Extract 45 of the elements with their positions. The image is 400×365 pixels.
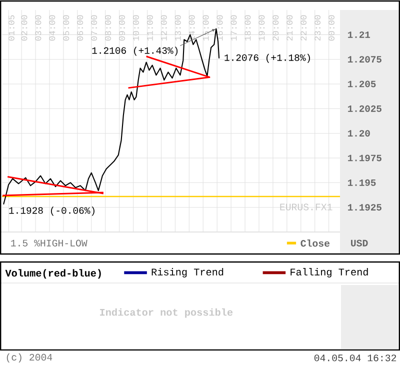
x-tick-label: 21:00 [286,15,293,40]
x-tick-label: 15:00 [202,15,209,40]
x-tick-label: 03:00 [35,15,42,41]
legend-label: Close [300,239,330,247]
annotation: 1.2106 (+1.43%) [92,46,178,56]
x-tick-label: 01:05 [8,15,14,41]
y-tick-label: 1.21 [348,31,370,38]
x-tick-label: 19:00 [258,15,265,40]
x-tick-label: 16:00 [216,15,223,40]
x-tick-label: 02:00 [21,15,28,41]
text: Volume(red-blue) [5,269,101,279]
x-tick-label: 11:00 [146,15,153,40]
x-tick-label: 23:00 [314,15,321,40]
x-tick-label: 14:00 [188,15,195,40]
x-tick-label: 07:00 [91,15,98,41]
x-tick-label: 13:00 [174,15,181,40]
x-tick-label: 04:00 [49,15,56,41]
text: (c) 2004 [6,353,52,363]
annotation: 1.1928 (-0.06%) [9,206,94,216]
x-tick-label: 00:00 [328,15,334,41]
text: 1.5 %HIGH-LOW [11,240,88,246]
x-tick-label: 10:00 [132,15,139,40]
y-tick-label: 1.2025 [348,105,382,112]
x-tick-label: 18:00 [244,15,251,40]
legend-label: Falling Trend [290,268,368,278]
y-tick-label: 1.195 [348,179,376,186]
y-tick-label: 1.1975 [348,154,382,162]
x-tick-label: 20:00 [272,15,279,40]
text: Indicator not possible [100,308,233,318]
y-axis-title: USD [351,240,368,246]
x-tick-label: 05:00 [63,15,70,41]
annotation: EURUS.FX1 [280,204,332,210]
y-tick-label: 1.205 [348,80,376,88]
annotation: 1.2076 (+1.18%) [224,54,310,63]
y-tick-label: 1.2075 [348,56,382,63]
x-tick-label: 17:00 [230,15,237,40]
legend-label: Rising Trend [152,268,224,278]
x-tick-label: 08:00 [105,15,112,41]
x-tick-label: 12:00 [160,15,167,40]
y-tick-label: 1.1925 [348,204,382,211]
x-tick-label: 06:00 [77,15,84,41]
text: 04.05.04 16:32 [314,354,396,362]
y-tick-label: 1.20 [348,130,370,137]
x-tick-label: 09:00 [118,15,125,41]
x-tick-label: 22:00 [300,15,307,40]
